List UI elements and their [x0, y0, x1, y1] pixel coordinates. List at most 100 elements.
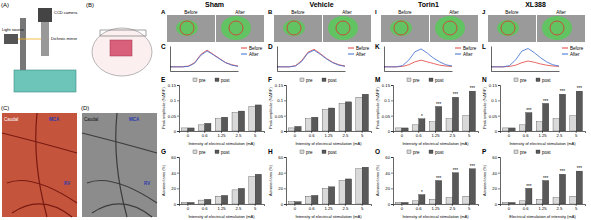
bar — [295, 126, 301, 131]
legend-label: post — [435, 150, 444, 155]
bar — [289, 128, 295, 131]
bar — [396, 202, 402, 204]
tick-label: 0 — [401, 206, 404, 211]
x-tick: 0.6 — [523, 131, 529, 138]
image-caption: Before — [505, 10, 519, 15]
tick-label: 40 — [492, 171, 497, 176]
x-axis: 00.61.252.55 — [394, 131, 479, 138]
tick-label: 0 — [174, 202, 177, 207]
camera — [38, 8, 52, 22]
group-title: Vehicle — [309, 1, 333, 8]
x-axis-title: Intensity of electrical stimulation (mA) — [188, 214, 255, 219]
legend-label: After — [249, 52, 259, 57]
tick-label: 0.6 — [523, 206, 529, 211]
panel-label: (C) — [1, 105, 9, 111]
legend-item: post — [322, 78, 337, 83]
bar-chart: G020406000.61.252.55Intensity of electri… — [161, 148, 265, 219]
photo-text: MCA — [49, 117, 60, 122]
tick-label: 5 — [468, 206, 471, 211]
legend-swatch — [536, 150, 540, 154]
x-tick: 2.5 — [449, 204, 455, 211]
bar — [526, 188, 532, 204]
x-axis: 00.61.252.55 — [180, 131, 265, 138]
bar — [536, 199, 542, 204]
legend-item: post — [322, 150, 337, 155]
x-tick: 5 — [254, 204, 257, 211]
legend-item: After — [562, 52, 580, 57]
x-tick: 2.5 — [235, 131, 241, 138]
fluorescence — [221, 16, 251, 40]
window — [110, 40, 132, 56]
tick-label: 1.25 — [538, 206, 547, 211]
tick-mark — [498, 157, 500, 158]
head — [92, 28, 152, 76]
y-axis: 0204060 — [385, 155, 393, 207]
legend: prepost — [193, 78, 230, 83]
trace-chart: DBeforeAfter — [268, 43, 370, 72]
axis-line — [498, 86, 501, 132]
tick-label: 0 — [495, 202, 498, 207]
bars — [289, 167, 369, 204]
tick-label: 2.5 — [556, 133, 562, 138]
y-tick: 0.15 — [168, 83, 179, 88]
tick-label: 20 — [492, 186, 497, 191]
tick-label: 2.5 — [342, 133, 348, 138]
x-axis: 00.61.252.55 — [394, 204, 479, 211]
bar — [339, 181, 345, 205]
y-axis-title: Activated area (%) — [376, 164, 380, 196]
fluorescence — [328, 16, 358, 40]
panel-label: D — [268, 43, 273, 50]
tick-label: 0.05 — [382, 114, 391, 119]
vessel — [87, 181, 157, 204]
group-title: Sham — [205, 1, 224, 8]
y-tick: 20 — [171, 186, 179, 191]
image-caption: Before — [184, 10, 198, 15]
legend-swatch — [562, 54, 568, 55]
tick-label: 0.05 — [275, 114, 284, 119]
trace-line — [491, 61, 559, 67]
image-caption: After — [235, 10, 245, 15]
y-tick: 0 — [388, 129, 393, 134]
bar — [198, 125, 204, 131]
legend-item: After — [455, 52, 473, 57]
tick-mark — [177, 85, 179, 86]
legend-swatch — [241, 54, 247, 55]
axis-line — [491, 47, 492, 72]
legend-swatch — [429, 150, 433, 154]
y-tick: 0.15 — [489, 83, 500, 88]
bars — [503, 91, 583, 131]
legend-label: Before — [570, 46, 584, 51]
vessel — [116, 113, 127, 217]
panel-label: I — [375, 9, 377, 15]
tick-label: 0 — [401, 133, 404, 138]
roi — [287, 21, 301, 35]
bar-chart: O020406000.61.252.55Intensity of electri… — [375, 148, 479, 219]
bar — [188, 202, 194, 204]
y-tick: 40 — [385, 171, 393, 176]
x-tick: 2.5 — [342, 131, 348, 138]
x-tick: 0.6 — [416, 131, 422, 138]
panel-label: G — [161, 148, 166, 155]
bar — [188, 128, 194, 131]
bar — [536, 122, 542, 131]
panel-label: (A) — [1, 2, 9, 8]
x-axis-title: Intensity of electrical stimulation (mA) — [188, 141, 255, 146]
legend-item: pre — [407, 78, 420, 83]
bar — [412, 201, 418, 204]
image — [323, 15, 371, 42]
y-axis-title: Activated area (%) — [162, 164, 166, 196]
x-tick: 5 — [575, 131, 578, 138]
bar — [205, 123, 211, 131]
x-tick: 0 — [508, 131, 511, 138]
tick-label: 2.5 — [342, 206, 348, 211]
tick-mark — [498, 173, 500, 174]
tick-mark — [391, 85, 393, 86]
bar — [222, 195, 228, 204]
tick-label: 0.1 — [277, 98, 283, 103]
tick-mark — [177, 173, 179, 174]
x-axis-title: Intensity of electrical stimulation (mA) — [509, 141, 576, 146]
y-axis: 00.050.10.15 — [275, 83, 287, 134]
bar — [429, 199, 435, 204]
tick-mark — [284, 188, 286, 189]
bar-chart: E00.050.10.1500.61.252.55Intensity of el… — [161, 76, 265, 146]
